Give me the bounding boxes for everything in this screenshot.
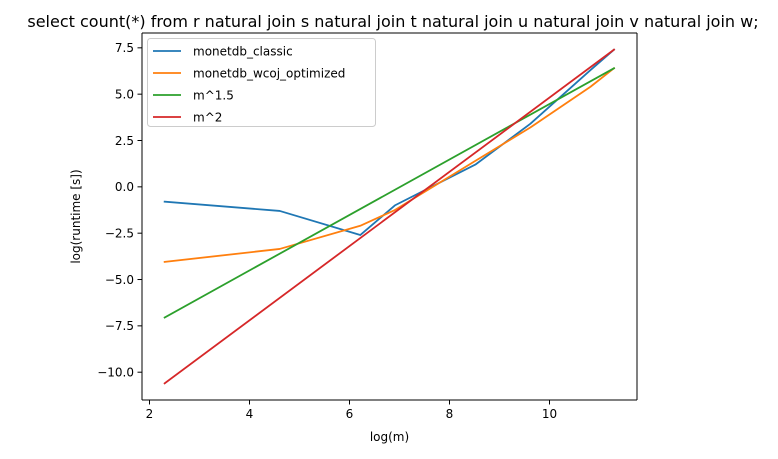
series-line-3: [163, 48, 616, 385]
series-layer: [163, 48, 616, 385]
x-axis-ticks: 2 4 6 8 10: [146, 400, 557, 421]
legend: monetdb_classic monetdb_wcoj_optimized m^1…: [147, 38, 376, 127]
y-tick-label: 2.5: [115, 134, 134, 148]
legend-frame: [147, 38, 376, 127]
y-tick-label: −7.5: [105, 319, 134, 333]
x-tick-label: 6: [346, 407, 354, 421]
legend-label: m^2: [193, 111, 222, 125]
series-line-2: [163, 66, 616, 319]
y-tick-label: 0.0: [115, 180, 134, 194]
x-tick-label: 4: [246, 407, 254, 421]
x-tick-label: 10: [542, 407, 557, 421]
legend-label: monetdb_wcoj_optimized: [193, 67, 345, 81]
legend-label: m^1.5: [193, 89, 234, 103]
y-axis-ticks: −10.0 −7.5 −5.0 −2.5 0.0 2.5 5.0 7.5: [97, 41, 142, 379]
legend-entries: monetdb_classic monetdb_wcoj_optimized m^1…: [153, 45, 345, 125]
y-tick-label: −2.5: [105, 226, 134, 240]
y-tick-label: 7.5: [115, 41, 134, 55]
series-line-1: [163, 66, 616, 263]
y-axis-label: log(runtime [s]): [69, 169, 83, 263]
y-tick-label: −10.0: [97, 365, 134, 379]
y-tick-label: −5.0: [105, 273, 134, 287]
y-tick-label: 5.0: [115, 87, 134, 101]
chart-title: select count(*) from r natural join s na…: [27, 12, 758, 31]
x-tick-label: 8: [446, 407, 454, 421]
x-tick-label: 2: [146, 407, 154, 421]
x-axis-label: log(m): [370, 430, 409, 444]
legend-label: monetdb_classic: [193, 45, 293, 59]
